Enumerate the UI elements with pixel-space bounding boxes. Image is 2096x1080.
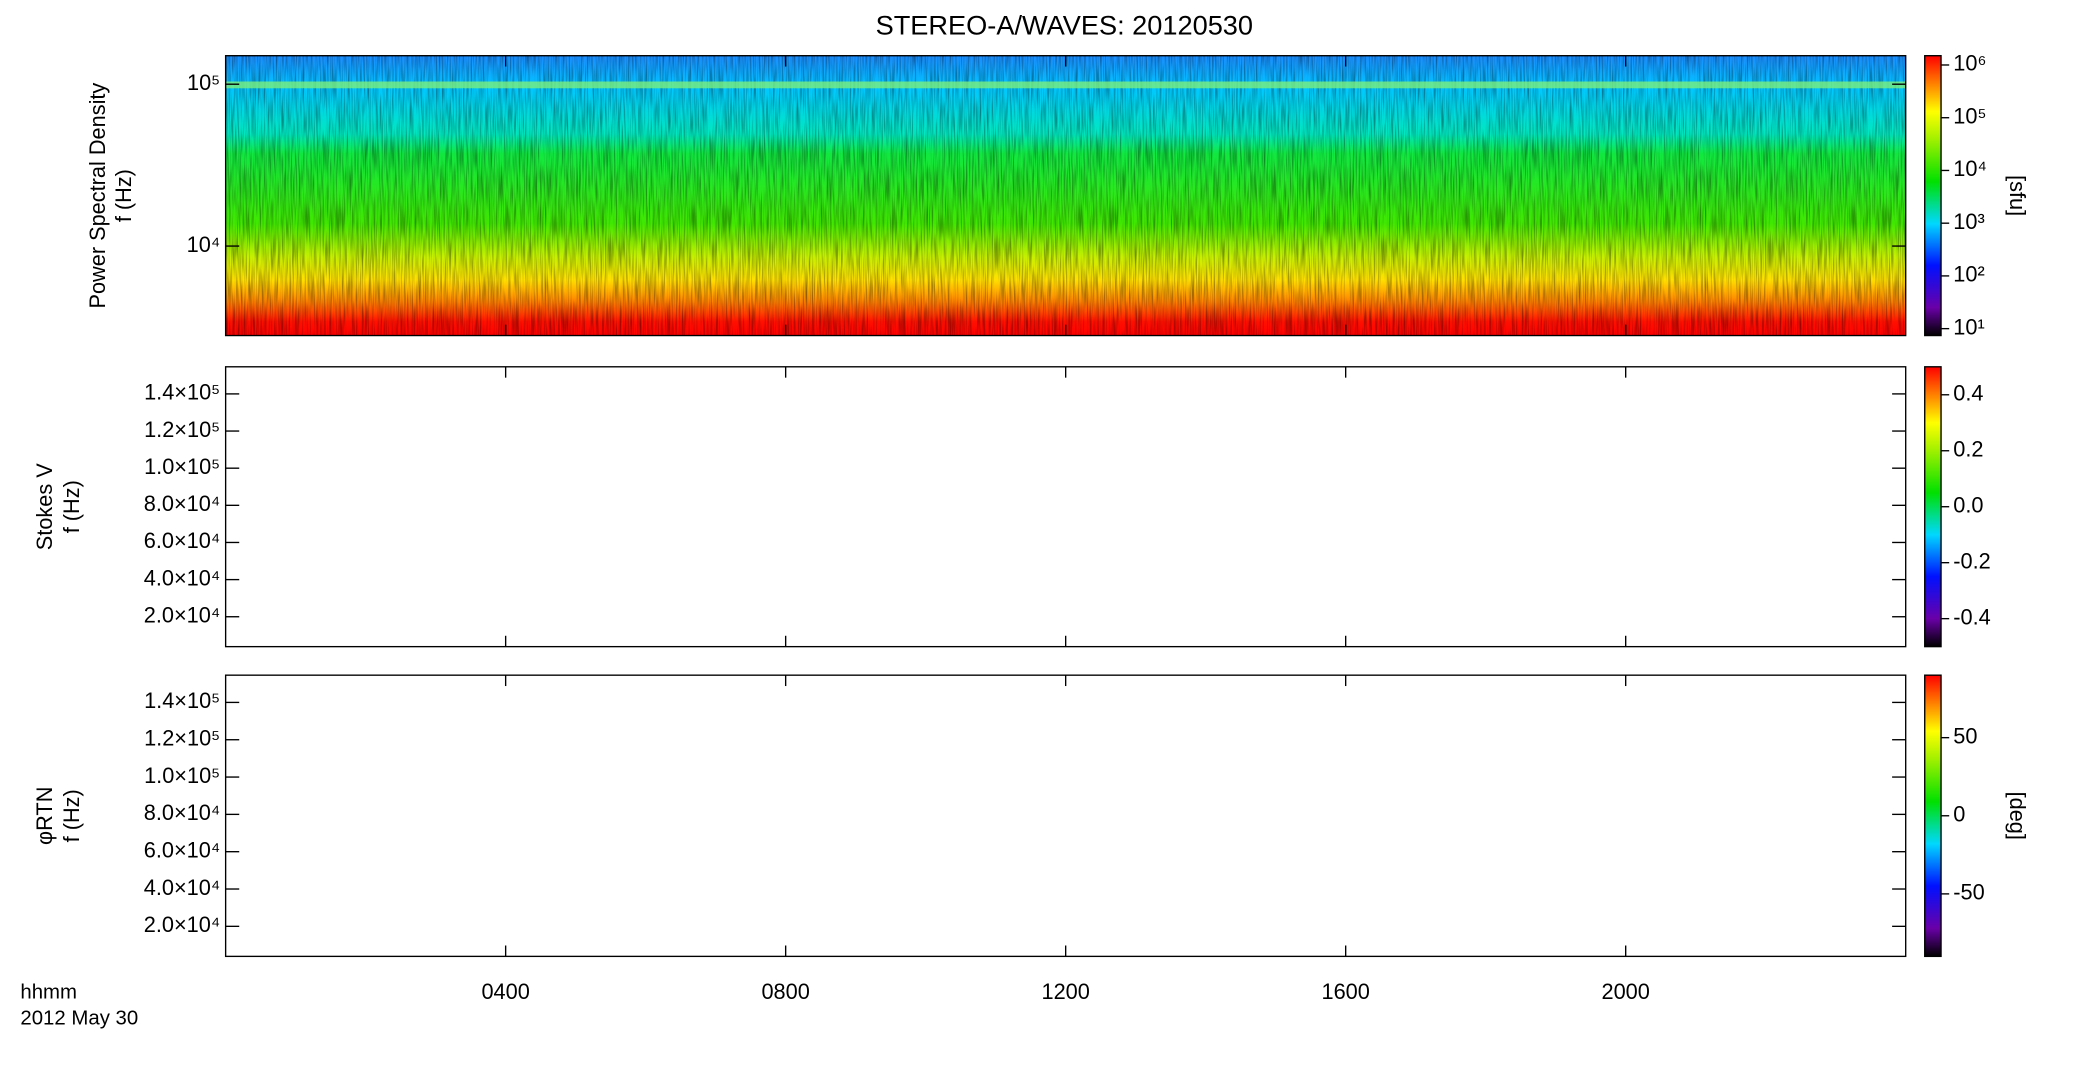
colorbar-tick-label: 0.4 [1953, 381, 1983, 406]
y-tick-label: 1.2×10⁵ [144, 417, 220, 442]
colorbar-tick-label: -0.2 [1953, 548, 1990, 573]
y-axis-label: Power Spectral Density [85, 83, 110, 309]
y-axis-label: f (Hz) [59, 789, 84, 842]
colorbar [1924, 366, 1942, 648]
colorbar-label: [deg] [2005, 792, 2030, 840]
y-tick-label: 1.2×10⁵ [144, 725, 220, 750]
y-axis-label: Stokes V [32, 463, 57, 550]
y-tick-label: 4.0×10⁴ [144, 565, 220, 590]
plot-frame [224, 674, 1907, 958]
colorbar-tick-label: 10² [1953, 262, 1984, 287]
colorbar-tick-label: 10⁵ [1953, 103, 1986, 128]
y-tick-label: 1.0×10⁵ [144, 763, 220, 788]
colorbar-tick-label: 10⁶ [1953, 51, 1986, 76]
y-tick-label: 10⁴ [187, 232, 221, 257]
chart-title: STEREO-A/WAVES: 20120530 [876, 9, 1253, 40]
colorbar-tick-label: 10¹ [1953, 314, 1984, 339]
y-tick-label: 4.0×10⁴ [144, 875, 220, 900]
x-tick-label: 1200 [1041, 979, 1089, 1004]
spectrogram-texture [225, 55, 1906, 336]
y-tick-label: 1.4×10⁵ [144, 380, 220, 405]
colorbar-label: [sfu] [2005, 175, 2030, 216]
colorbar-tick-label: 10³ [1953, 209, 1984, 234]
y-tick-label: 6.0×10⁴ [144, 528, 220, 553]
colorbar-tick-label: 0 [1953, 802, 1965, 827]
y-tick-label: 2.0×10⁴ [144, 912, 220, 937]
x-tick-label: 0800 [761, 979, 809, 1004]
colorbar-tick-label: 0.0 [1953, 492, 1983, 517]
x-tick-label: 0400 [481, 979, 529, 1004]
colorbar [1924, 674, 1942, 958]
colorbar-tick-label: 0.2 [1953, 437, 1983, 462]
y-tick-label: 1.4×10⁵ [144, 688, 220, 713]
colorbar-tick-label: -0.4 [1953, 604, 1990, 629]
colorbar-tick-label: -50 [1953, 880, 1984, 905]
plot-frame [224, 366, 1907, 648]
y-tick-label: 1.0×10⁵ [144, 454, 220, 479]
colorbar-tick-label: 10⁴ [1953, 156, 1987, 181]
colorbar [1924, 55, 1942, 337]
spectrogram-band [225, 81, 1906, 89]
y-tick-label: 10⁵ [187, 70, 220, 95]
y-tick-label: 2.0×10⁴ [144, 602, 220, 627]
y-axis-label: f (Hz) [59, 480, 84, 533]
y-axis-label: φRTN [32, 787, 57, 845]
y-tick-label: 8.0×10⁴ [144, 491, 220, 516]
colorbar-tick-label: 50 [1953, 723, 1977, 748]
y-tick-label: 6.0×10⁴ [144, 837, 220, 862]
y-tick-label: 8.0×10⁴ [144, 800, 220, 825]
x-tick-label: 1600 [1321, 979, 1369, 1004]
x-tick-label: 2000 [1602, 979, 1650, 1004]
y-axis-label: f (Hz) [111, 169, 136, 222]
x-axis-label: hhmm [20, 981, 77, 1003]
x-axis-label: 2012 May 30 [20, 1007, 138, 1029]
